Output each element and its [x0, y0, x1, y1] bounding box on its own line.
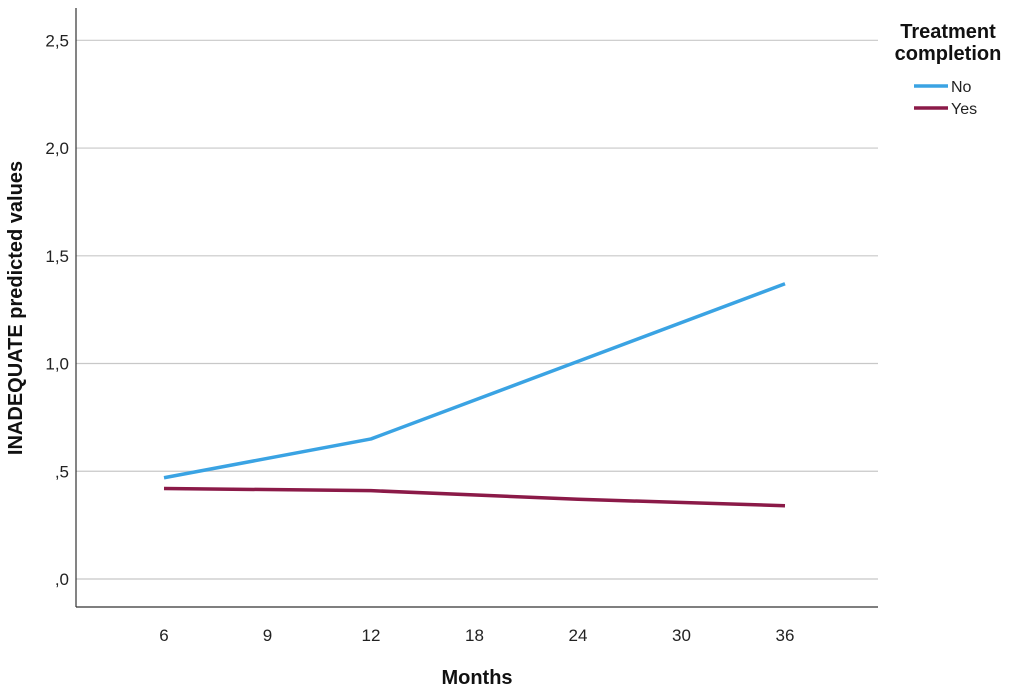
legend-items: No Yes: [914, 79, 977, 118]
legend-title-line-2: completion: [895, 43, 1002, 65]
legend-label-yes: Yes: [951, 101, 977, 118]
legend-label-no: No: [951, 79, 972, 96]
y-tick-labels: ,0 ,5 1,0 1,5 2,0 2,5: [45, 31, 69, 589]
legend-title-line-1: Treatment: [900, 21, 996, 43]
x-axis-title: Months: [441, 667, 512, 689]
y-tick-label: ,5: [55, 462, 69, 481]
series-line-no: [163, 282, 786, 480]
x-tick-label: 9: [263, 626, 272, 645]
y-axis-title: INADEQUATE predicted values: [5, 161, 27, 455]
legend: Treatment completion No Yes: [895, 21, 1002, 118]
axes: [75, 8, 878, 608]
series-line-yes: [163, 486, 786, 508]
x-tick-label: 36: [776, 626, 795, 645]
x-tick-label: 18: [465, 626, 484, 645]
x-tick-label: 6: [159, 626, 168, 645]
series-lines: [163, 282, 786, 508]
y-tick-label: 1,0: [45, 355, 69, 374]
gridlines: [76, 39, 878, 580]
x-tick-label: 30: [672, 626, 691, 645]
x-tick-label: 24: [569, 626, 588, 645]
y-tick-label: 2,5: [45, 31, 69, 50]
y-tick-label: ,0: [55, 570, 69, 589]
x-tick-label: 12: [362, 626, 381, 645]
y-tick-label: 2,0: [45, 139, 69, 158]
x-tick-labels: 6 9 12 18 24 30 36: [159, 626, 794, 645]
y-tick-label: 1,5: [45, 247, 69, 266]
